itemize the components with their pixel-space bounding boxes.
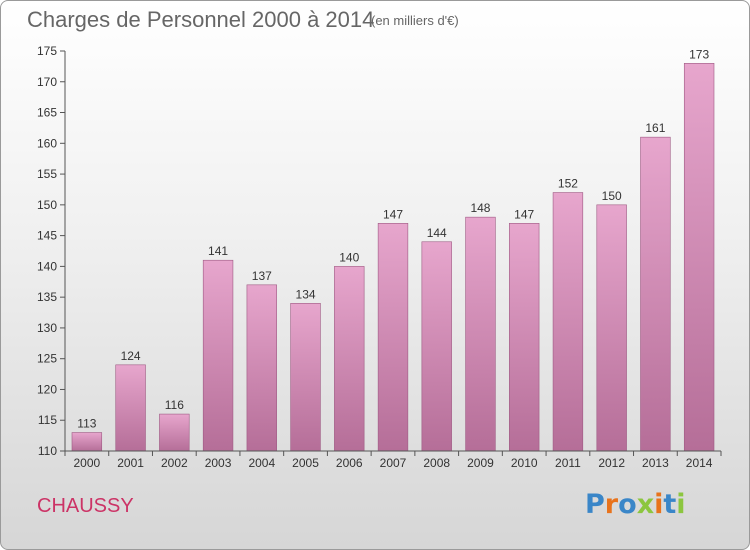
commune-name: CHAUSSY [37,495,134,517]
y-tick-label: 130 [37,321,57,335]
bar-2006 [334,266,365,452]
value-label-2010: 147 [514,207,534,221]
value-label-2003: 141 [208,244,228,258]
x-tick-label-2000: 2000 [74,456,101,470]
x-tick-label-2010: 2010 [511,456,538,470]
x-tick-label-2006: 2006 [336,456,363,470]
value-label-2009: 148 [470,201,490,215]
bar-2004 [246,284,277,452]
y-tick-label: 150 [37,198,57,212]
y-tick-label: 120 [37,382,57,396]
chart-unit-subtitle: (en milliers d'€) [371,13,459,28]
x-tick-label-2001: 2001 [117,456,144,470]
logo-letter: i [676,489,686,520]
bar-2012 [596,204,627,452]
chart-title: Charges de Personnel 2000 à 2014 [27,7,375,32]
bar-2010 [509,223,540,452]
value-label-2002: 116 [165,398,184,412]
logo-letter: i [654,489,664,520]
y-tick-label: 160 [37,136,57,150]
value-label-2013: 161 [645,121,665,135]
x-tick-label-2008: 2008 [423,456,450,470]
y-tick-label: 145 [37,229,57,243]
logo-letter: t [663,489,677,520]
value-label-2012: 150 [602,189,622,203]
y-tick-label: 125 [37,352,57,366]
x-tick-label-2002: 2002 [161,456,188,470]
bar-2007 [377,223,409,452]
logo-letter: P [585,489,605,520]
x-tick-label-2012: 2012 [598,456,625,470]
axes-group: 110 115 120 125 130 135 140 145 150 155 160 165 170 1… [37,44,722,470]
x-tick-label-2011: 2011 [555,456,581,470]
x-tick-label-2003: 2003 [205,456,232,470]
bar-2014 [683,63,715,452]
value-label-2004: 137 [252,269,272,283]
value-label-2000: 113 [77,417,96,431]
y-tick-label: 135 [37,290,57,304]
bar-2011 [552,192,584,452]
y-tick-label: 175 [37,44,57,58]
proxiti-logo[interactable]: Proxiti [585,489,686,520]
bar-2013 [640,136,671,452]
x-tick-label-2004: 2004 [248,456,275,470]
y-tick-label: 155 [37,167,57,181]
value-label-2001: 124 [121,349,141,363]
x-tick-label-2009: 2009 [467,456,494,470]
value-label-2006: 140 [339,250,359,264]
y-tick-label: 170 [37,75,57,89]
logo-letter: r [604,489,619,520]
value-label-2014: 173 [689,47,709,61]
value-label-2011: 152 [558,177,578,191]
bar-2008 [421,241,452,452]
bar-2003 [202,259,234,452]
logo-letter: x [636,489,655,520]
x-tick-label-2013: 2013 [642,456,669,470]
value-label-2005: 134 [296,287,316,301]
bars-group: 113 124 116 141 137 134 140 147 144 148 147 152 150 1… [71,47,715,452]
value-label-2007: 147 [383,207,403,221]
y-tick-label: 165 [37,106,57,120]
y-tick-label: 110 [38,444,57,458]
value-label-2008: 144 [427,226,447,240]
x-tick-label-2007: 2007 [380,456,407,470]
x-tick-label-2005: 2005 [292,456,319,470]
bar-2001 [115,364,146,452]
x-tick-label-2014: 2014 [686,456,713,470]
bar-2002 [159,413,190,452]
logo-letter: o [618,489,637,520]
y-tick-label: 115 [38,413,57,427]
bar-2009 [465,216,496,452]
y-tick-label: 140 [37,259,57,273]
bar-2005 [290,303,321,452]
bar-2000 [71,432,103,452]
